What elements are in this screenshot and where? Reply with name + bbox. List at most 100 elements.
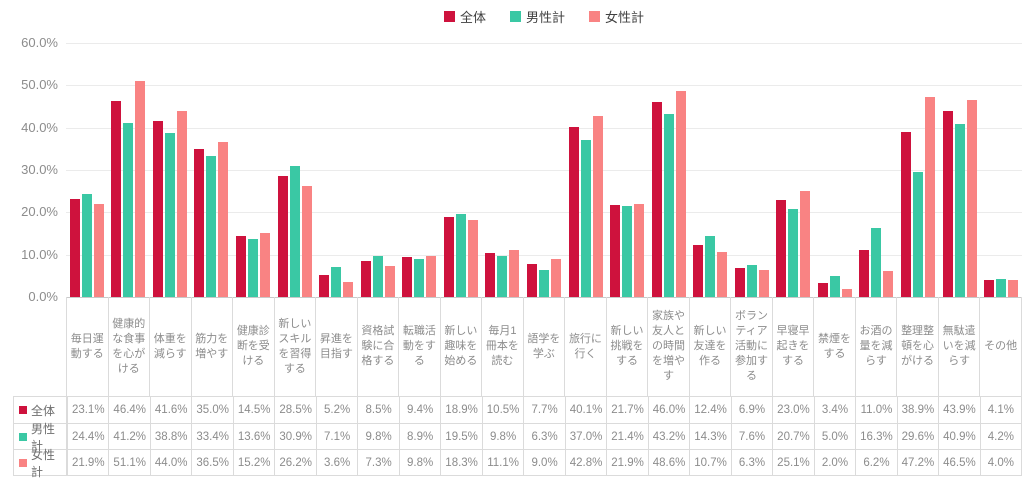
y-axis-label: 40.0%: [21, 119, 58, 135]
bar-group: [523, 43, 565, 297]
bar: [925, 97, 936, 297]
table-cell: 20.7%: [772, 424, 813, 449]
table-cell: 6.3%: [523, 424, 564, 449]
category-label: お酒の量を減らす: [854, 297, 897, 396]
table-row: 女性計 21.9% 51.1% 44.0% 36.5% 15.2% 26.2% 3.6% 7.3…: [14, 448, 1021, 478]
table-cell: 23.1%: [67, 397, 108, 423]
table-cell: 41.2%: [108, 424, 149, 449]
legend-swatch-icon: [509, 10, 521, 22]
bar: [319, 275, 330, 297]
legend-swatch-icon: [589, 10, 600, 22]
table-cell: 29.6%: [896, 424, 938, 449]
table-cell: 11.1%: [481, 450, 523, 475]
category-label: 資格試験に合格する: [356, 297, 399, 396]
bar: [871, 228, 882, 297]
y-axis-label: 10.0%: [21, 246, 58, 262]
table-cell: 4.1%: [979, 397, 1021, 423]
table-cell: 47.2%: [896, 450, 938, 475]
table-cell: 36.5%: [191, 450, 232, 475]
table-cell: 40.9%: [938, 424, 979, 449]
gridline: [66, 212, 1022, 214]
table-cell: 10.7%: [689, 450, 730, 475]
table-cell: 35.0%: [191, 397, 232, 423]
table-cell: 14.5%: [232, 397, 274, 423]
row-header: 全体: [14, 397, 67, 423]
bar: [135, 80, 146, 297]
table-cell: 38.9%: [896, 397, 938, 423]
legend-label: 全体: [459, 9, 486, 25]
table-cell: 9.8%: [398, 450, 440, 475]
bar: [301, 186, 312, 297]
table-cell: 43.9%: [938, 397, 979, 423]
bar: [734, 267, 745, 297]
category-label: 毎月1冊本を読む: [481, 297, 523, 396]
category-label: 健康的な食事を心がける: [107, 297, 150, 396]
bar: [651, 102, 662, 297]
gridline: [66, 127, 1022, 129]
bar: [942, 111, 953, 297]
bar-group: [731, 43, 773, 297]
table-cell: 2.0%: [813, 450, 855, 475]
gridline: [66, 254, 1022, 256]
bar: [331, 266, 342, 297]
table-cell: 13.6%: [232, 424, 274, 449]
table-cell: 14.3%: [689, 424, 730, 449]
category-label: 新しい挑戦をする: [605, 297, 648, 396]
bar: [236, 235, 247, 297]
table-cell: 9.4%: [398, 397, 440, 423]
category-label: 毎日運動する: [66, 297, 108, 396]
table-cell: 15.2%: [232, 450, 274, 475]
gridline: [66, 170, 1022, 171]
bar: [69, 199, 80, 297]
category-axis: 毎日運動する 健康的な食事を心がける 体重を減らす 筋力を増やす 健康診断を受ける 新しい…: [66, 297, 1022, 396]
bar: [360, 261, 371, 297]
bar: [509, 250, 520, 297]
category-label: 新しい友達を作る: [688, 297, 731, 396]
table-cell: 6.3%: [730, 450, 772, 475]
bar: [426, 255, 437, 297]
bar-group: [689, 43, 731, 297]
bar: [663, 114, 674, 297]
table-cell: 3.6%: [315, 450, 357, 475]
table-cell: 37.0%: [564, 424, 606, 449]
table-cell: 30.9%: [274, 424, 315, 449]
bar: [277, 176, 288, 297]
category-label: 新しい趣味を始める: [439, 297, 482, 396]
bar: [81, 193, 92, 297]
bar-group: [814, 43, 856, 297]
table-cell: 24.4%: [67, 424, 108, 449]
series-swatch-icon: [19, 432, 27, 441]
bar: [758, 270, 769, 297]
bar: [568, 127, 579, 297]
bar: [800, 190, 811, 297]
bar: [164, 132, 175, 297]
data-table: 全体 23.1% 46.4% 41.6% 35.0% 14.5% 28.5% 5.2% 8.5%…: [13, 396, 1022, 478]
bar-group: [773, 43, 815, 297]
table-cell: 43.2%: [647, 424, 689, 449]
table-cell: 16.3%: [855, 424, 896, 449]
table-cell: 21.9%: [606, 450, 647, 475]
table-row: 男性計 24.4% 41.2% 38.8% 33.4% 13.6% 30.9% 7.1% 9.8…: [14, 422, 1021, 453]
bar: [384, 266, 395, 297]
bar: [526, 264, 537, 297]
bar: [443, 217, 454, 297]
table-cell: 26.2%: [274, 450, 315, 475]
y-axis-label: 60.0%: [21, 35, 58, 50]
bar-group: [149, 43, 191, 297]
table-cell: 5.2%: [315, 397, 357, 423]
gridline: [66, 85, 1022, 87]
bar: [705, 236, 716, 297]
legend-item: 女性計: [589, 7, 644, 26]
y-axis-label: 20.0%: [21, 204, 58, 220]
bar: [485, 252, 496, 297]
legend-swatch-icon: [443, 10, 455, 22]
bar: [176, 110, 187, 297]
category-label: 早寝早起きをする: [771, 297, 814, 396]
row-header: 男性計: [14, 422, 67, 453]
table-cell: 3.4%: [813, 397, 855, 423]
bar: [746, 264, 757, 297]
category-label: 旅行に行く: [564, 297, 606, 396]
table-cell: 33.4%: [191, 424, 232, 449]
bar: [248, 239, 259, 297]
category-label: 語学を学ぶ: [522, 297, 565, 396]
